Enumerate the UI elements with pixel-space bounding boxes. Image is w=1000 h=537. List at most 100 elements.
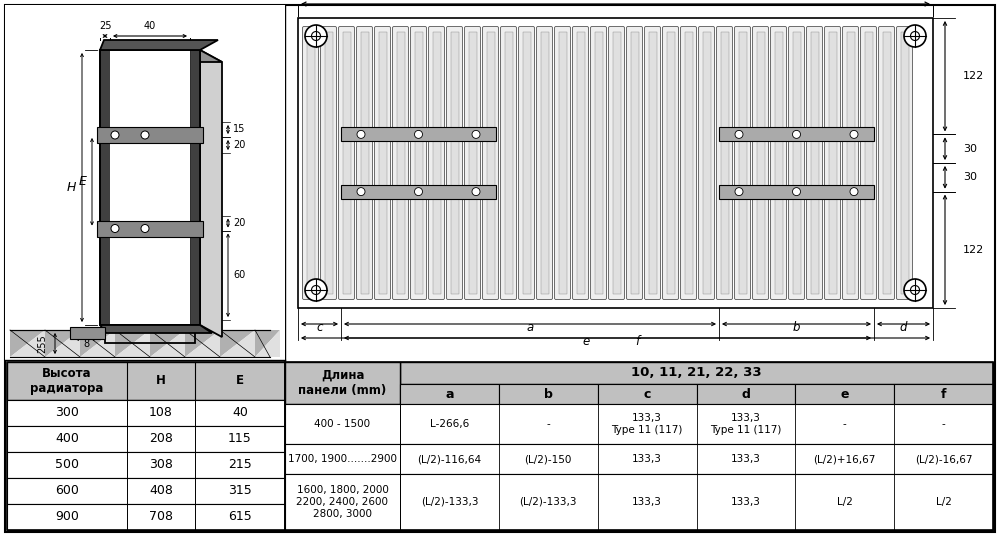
Bar: [719, 127, 874, 141]
Text: b: b: [793, 321, 800, 334]
Text: -: -: [942, 419, 945, 429]
Text: 20: 20: [233, 140, 245, 150]
Polygon shape: [150, 330, 185, 357]
Text: L/2: L/2: [936, 497, 952, 507]
Bar: [7, 478, 285, 504]
Circle shape: [111, 224, 119, 233]
Bar: [719, 185, 874, 199]
Text: 208: 208: [149, 432, 173, 446]
Bar: [576, 32, 584, 294]
Circle shape: [904, 279, 926, 301]
Text: Высота
радиатора: Высота радиатора: [30, 367, 104, 395]
Text: 255: 255: [37, 334, 47, 353]
Text: 10, 11, 21, 22, 33: 10, 11, 21, 22, 33: [631, 366, 762, 380]
FancyBboxPatch shape: [464, 26, 480, 300]
Bar: [696, 384, 795, 404]
FancyBboxPatch shape: [753, 26, 768, 300]
Bar: [7, 452, 285, 478]
Text: -: -: [546, 419, 550, 429]
Text: Длина
панели (mm): Длина панели (mm): [298, 369, 387, 397]
Bar: [702, 32, 710, 294]
Circle shape: [904, 25, 926, 47]
Text: 30: 30: [963, 172, 977, 182]
Text: a: a: [526, 321, 534, 334]
Bar: [795, 384, 894, 404]
FancyBboxPatch shape: [734, 26, 750, 300]
Circle shape: [415, 130, 422, 139]
Circle shape: [312, 32, 320, 40]
Bar: [864, 32, 872, 294]
Polygon shape: [100, 325, 212, 333]
Text: 400: 400: [55, 432, 79, 446]
Polygon shape: [220, 330, 255, 357]
FancyBboxPatch shape: [374, 26, 390, 300]
Text: 108: 108: [149, 407, 173, 419]
FancyBboxPatch shape: [501, 26, 516, 300]
Bar: [666, 32, 674, 294]
Bar: [648, 32, 656, 294]
Text: d: d: [741, 388, 750, 401]
Circle shape: [792, 130, 800, 139]
Bar: [100, 50, 110, 325]
Bar: [100, 50, 200, 325]
Bar: [400, 362, 993, 384]
Text: 133,3: 133,3: [632, 454, 662, 464]
Bar: [684, 32, 692, 294]
Circle shape: [472, 187, 480, 195]
Text: (L/2)-150: (L/2)-150: [525, 454, 572, 464]
Bar: [400, 384, 499, 404]
Bar: [810, 32, 818, 294]
FancyBboxPatch shape: [554, 26, 570, 300]
Text: 133,3: 133,3: [731, 454, 761, 464]
Circle shape: [735, 130, 743, 139]
Text: 122: 122: [963, 245, 984, 255]
Text: (L/2)-116,64: (L/2)-116,64: [417, 454, 481, 464]
Text: 122: 122: [963, 71, 984, 81]
Text: 308: 308: [149, 459, 173, 471]
Bar: [828, 32, 836, 294]
Polygon shape: [10, 330, 45, 357]
FancyBboxPatch shape: [698, 26, 714, 300]
Polygon shape: [45, 330, 80, 357]
Bar: [285, 444, 993, 474]
Bar: [894, 384, 993, 404]
Bar: [792, 32, 800, 294]
Text: e: e: [840, 388, 849, 401]
Bar: [110, 50, 190, 325]
FancyBboxPatch shape: [716, 26, 732, 300]
FancyBboxPatch shape: [572, 26, 588, 300]
Text: 215: 215: [228, 459, 252, 471]
Text: 115: 115: [228, 432, 252, 446]
Bar: [558, 32, 566, 294]
Circle shape: [792, 187, 800, 195]
Bar: [415, 32, 422, 294]
FancyBboxPatch shape: [518, 26, 534, 300]
FancyBboxPatch shape: [806, 26, 822, 300]
Polygon shape: [150, 330, 185, 357]
Text: H: H: [67, 181, 76, 194]
Text: (L/2)+16,67: (L/2)+16,67: [814, 454, 876, 464]
Polygon shape: [100, 50, 222, 62]
Text: c: c: [643, 388, 651, 401]
Bar: [612, 32, 620, 294]
Text: b: b: [544, 388, 553, 401]
Polygon shape: [115, 330, 150, 357]
Text: E: E: [236, 374, 244, 388]
Polygon shape: [100, 40, 218, 50]
FancyBboxPatch shape: [896, 26, 912, 300]
Bar: [757, 32, 765, 294]
Text: 1600, 1800, 2000
2200, 2400, 2600
2800, 3000: 1600, 1800, 2000 2200, 2400, 2600 2800, …: [296, 485, 388, 519]
FancyBboxPatch shape: [356, 26, 372, 300]
Bar: [7, 504, 285, 530]
Bar: [594, 32, 602, 294]
Bar: [324, 32, 332, 294]
Circle shape: [141, 131, 149, 139]
Circle shape: [357, 187, 365, 195]
FancyBboxPatch shape: [626, 26, 642, 300]
Bar: [598, 384, 696, 404]
Text: 60: 60: [233, 270, 245, 280]
Circle shape: [141, 224, 149, 233]
Text: L-266,6: L-266,6: [430, 419, 469, 429]
FancyBboxPatch shape: [662, 26, 678, 300]
Bar: [285, 474, 993, 530]
